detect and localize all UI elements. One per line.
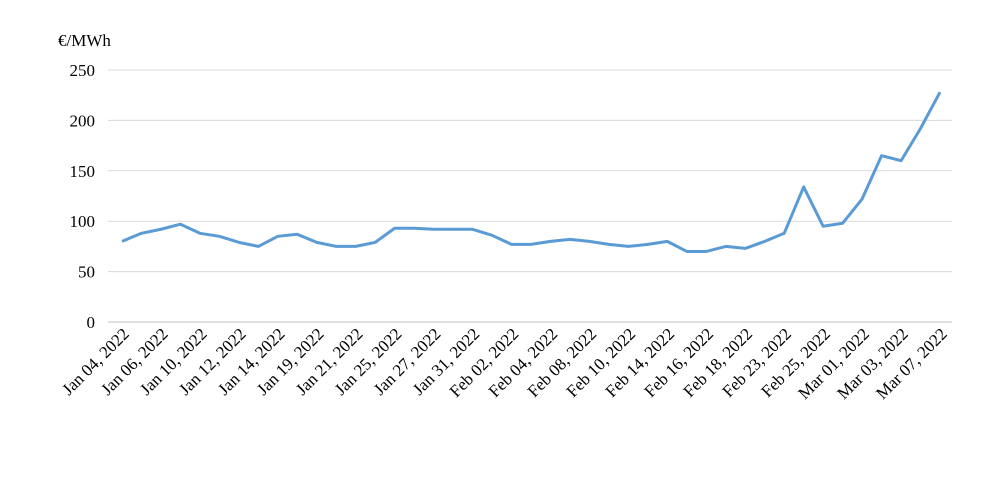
y-axis-label: €/MWh (58, 31, 111, 50)
y-tick-label: 150 (70, 162, 96, 181)
y-tick-label: 100 (70, 212, 96, 231)
y-tick-label: 50 (78, 263, 95, 282)
y-tick-label: 0 (87, 313, 96, 332)
y-tick-label: 250 (70, 61, 96, 80)
y-tick-label: 200 (70, 111, 96, 130)
line (121, 91, 942, 253)
